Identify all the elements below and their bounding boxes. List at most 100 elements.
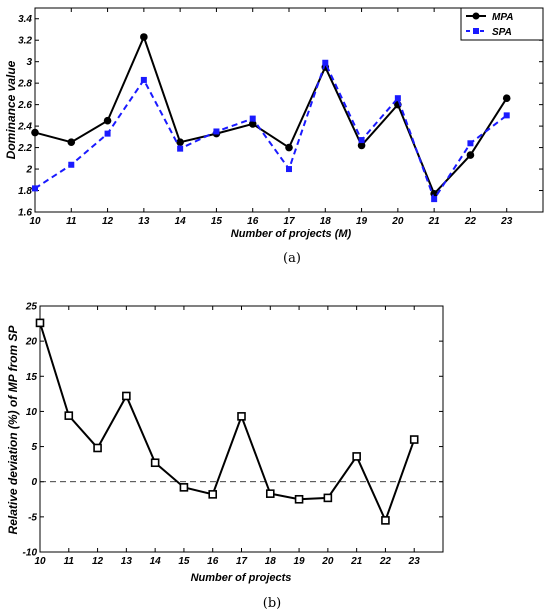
data-point-deviation — [352, 452, 361, 461]
x-tick-label: 16 — [207, 556, 219, 567]
x-tick-label: 15 — [211, 216, 223, 227]
data-point-deviation — [93, 443, 102, 453]
data-point-mpa — [103, 116, 112, 125]
y-tick-label: 20 — [25, 337, 38, 348]
data-point-mpa — [67, 138, 76, 147]
x-tick-label: 18 — [320, 216, 332, 227]
data-point-deviation — [122, 391, 131, 401]
chart-b-x-axis-label: Number of projects — [191, 572, 292, 584]
data-point-deviation — [237, 412, 246, 421]
x-tick-label: 14 — [175, 216, 187, 227]
x-tick-label: 17 — [236, 556, 248, 567]
series-mpa-line — [34, 34, 508, 196]
data-point-spa — [286, 166, 292, 173]
y-tick-label: 2.8 — [17, 79, 32, 90]
x-tick-label: 20 — [321, 556, 334, 567]
chart-b: -10 -5 0 5 10 15 20 25 10 11 12 13 14 15 16 17 18 19 20 21… — [6, 302, 444, 611]
data-point-deviation — [64, 411, 74, 420]
data-point-deviation — [409, 435, 419, 444]
data-point-deviation — [294, 494, 304, 504]
data-point-deviation — [265, 489, 275, 498]
data-point-spa — [467, 140, 474, 147]
chart-b-y-axis-label: Relative deviation (%) of MP from SP — [6, 325, 20, 535]
data-point-mpa — [248, 120, 257, 128]
data-point-deviation — [179, 483, 189, 492]
data-point-mpa — [357, 141, 366, 150]
y-tick-label: 2.4 — [17, 122, 32, 133]
x-tick-label: 13 — [138, 216, 150, 227]
data-point-deviation — [381, 516, 390, 525]
legend-spa-label: SPA — [492, 27, 512, 38]
x-tick-label: 18 — [265, 556, 277, 567]
chart-b-caption: (b) — [263, 596, 281, 611]
data-point-deviation — [150, 458, 160, 468]
data-point-mpa — [31, 128, 39, 137]
x-tick-label: 23 — [500, 216, 513, 227]
data-point-spa — [431, 196, 438, 203]
y-tick-label: -5 — [28, 512, 37, 523]
data-point-mpa — [466, 151, 475, 159]
series-deviation-line — [39, 322, 416, 524]
data-point-spa — [177, 145, 184, 152]
chart-b-y-ticks: -10 -5 0 5 10 15 20 25 — [23, 302, 443, 559]
x-tick-label: 21 — [428, 216, 441, 227]
x-tick-label: 22 — [464, 216, 477, 227]
data-point-spa — [249, 115, 256, 122]
legend-spa-marker — [473, 28, 479, 34]
chart-a-y-ticks: 1.6 1.8 2 2.2 2.4 2.6 2.8 3 3.2 3.4 — [17, 14, 543, 219]
data-point-spa — [32, 185, 38, 192]
x-tick-label: 20 — [391, 216, 404, 227]
chart-b-series — [35, 318, 419, 525]
x-tick-label: 14 — [150, 556, 162, 567]
y-tick-label: 3.4 — [18, 14, 32, 25]
chart-a: 1.61.822.22.42.62.833.23.4 10 11 12 13 14 15 1… — [4, 7, 544, 266]
data-point-mpa — [176, 138, 184, 147]
legend-mpa-label: MPA — [492, 12, 513, 23]
x-tick-label: 19 — [294, 556, 306, 567]
y-tick-label: 2.6 — [17, 100, 32, 111]
chart-a-caption: (a) — [283, 251, 301, 266]
data-point-spa — [358, 137, 365, 144]
x-tick-label: 19 — [356, 216, 368, 227]
x-tick-label: 11 — [66, 216, 77, 227]
chart-a-series — [31, 33, 511, 203]
y-tick-label: 3.2 — [18, 36, 32, 47]
x-tick-label: 13 — [121, 556, 133, 567]
x-tick-label: 10 — [34, 556, 46, 567]
chart-b-x-ticks: 10 11 12 13 14 15 16 17 18 19 20 21 22 23 — [34, 306, 444, 567]
y-tick-label: 15 — [26, 372, 38, 383]
y-tick-label: -10 — [23, 548, 38, 559]
x-tick-label: 21 — [350, 556, 363, 567]
x-tick-label: 22 — [379, 556, 392, 567]
y-tick-label: 2 — [25, 165, 32, 176]
chart-a-x-axis-label: Number of projects (M) — [231, 228, 352, 240]
y-tick-label: 5 — [31, 442, 37, 453]
y-tick-label: 1.6 — [18, 208, 32, 219]
legend-mpa-marker — [472, 12, 480, 20]
x-tick-label: 12 — [92, 556, 104, 567]
x-tick-label: 11 — [64, 556, 75, 567]
x-tick-label: 23 — [408, 556, 421, 567]
chart-a-y-axis-label: Dominance value — [4, 60, 18, 159]
data-point-deviation — [208, 490, 218, 499]
y-tick-label: 3 — [26, 57, 32, 68]
x-tick-label: 17 — [283, 216, 295, 227]
y-tick-label: 25 — [25, 302, 38, 313]
y-tick-label: 0 — [31, 477, 37, 488]
y-tick-label: 2.2 — [17, 143, 32, 154]
data-point-spa — [503, 112, 510, 119]
data-point-mpa — [285, 143, 293, 152]
data-point-mpa — [140, 33, 148, 41]
chart-a-legend: MPA SPA — [460, 7, 544, 41]
x-tick-label: 15 — [178, 556, 190, 567]
x-tick-label: 16 — [247, 216, 259, 227]
x-tick-label: 12 — [102, 216, 114, 227]
data-point-deviation — [323, 493, 333, 503]
x-tick-label: 10 — [29, 216, 41, 227]
data-point-spa — [394, 95, 401, 102]
data-point-deviation — [35, 318, 45, 328]
data-point-spa — [213, 128, 220, 135]
data-point-spa — [322, 59, 329, 66]
y-tick-label: 10 — [26, 407, 38, 418]
